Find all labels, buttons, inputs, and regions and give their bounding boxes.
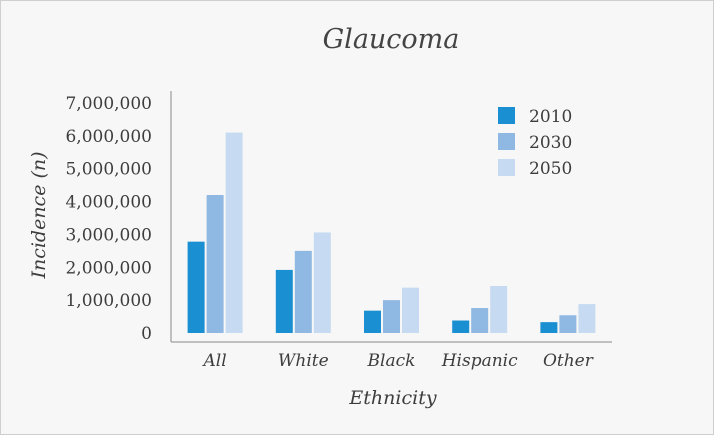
y-axis-title: Incidence (n) xyxy=(28,151,50,279)
y-tick-label: 0 xyxy=(141,324,152,344)
legend-label-2050: 2050 xyxy=(529,159,572,179)
category-labels: All White Black Hispanic Other xyxy=(202,351,594,371)
y-tick-label: 7,000,000 xyxy=(65,94,152,114)
y-tick-label: 6,000,000 xyxy=(65,127,152,147)
bar-all-2030 xyxy=(206,195,224,333)
y-tick-labels: 0 1,000,000 2,000,000 3,000,000 4,000,000 5,0… xyxy=(65,94,152,344)
bar-other-2010 xyxy=(540,322,558,333)
bar-white-2010 xyxy=(275,269,293,333)
legend-swatch-2010 xyxy=(498,107,515,124)
y-tick-label: 3,000,000 xyxy=(65,225,152,245)
category-label-all: All xyxy=(202,351,227,371)
category-label-black: Black xyxy=(367,351,416,371)
category-label-hispanic: Hispanic xyxy=(441,351,518,371)
legend-swatch-2050 xyxy=(498,159,515,176)
legend-label-2030: 2030 xyxy=(529,133,572,153)
bar-black-2030 xyxy=(383,300,400,333)
bar-hispanic-2010 xyxy=(452,320,470,333)
bar-black-2010 xyxy=(364,310,381,333)
bar-other-2030 xyxy=(559,315,577,333)
category-label-other: Other xyxy=(543,351,594,371)
x-axis-title: Ethnicity xyxy=(348,387,436,409)
y-tick-label: 1,000,000 xyxy=(65,291,152,311)
y-tick-label: 4,000,000 xyxy=(65,193,152,213)
bar-hispanic-2050 xyxy=(490,286,508,333)
legend-swatch-2030 xyxy=(498,133,515,150)
y-tick-label: 2,000,000 xyxy=(65,258,152,278)
category-label-white: White xyxy=(278,351,329,371)
bar-white-2030 xyxy=(294,250,312,333)
legend: 2010 2030 2050 xyxy=(498,107,572,179)
bar-all-2050 xyxy=(225,132,243,333)
bar-white-2050 xyxy=(313,232,331,333)
bars xyxy=(187,132,596,333)
bar-black-2050 xyxy=(402,287,419,333)
bar-other-2050 xyxy=(578,304,596,333)
legend-label-2010: 2010 xyxy=(529,107,572,127)
bar-all-2010 xyxy=(187,241,205,333)
y-tick-label: 5,000,000 xyxy=(65,160,152,180)
bar-hispanic-2030 xyxy=(471,308,489,333)
chart-title: Glaucoma xyxy=(323,24,460,55)
